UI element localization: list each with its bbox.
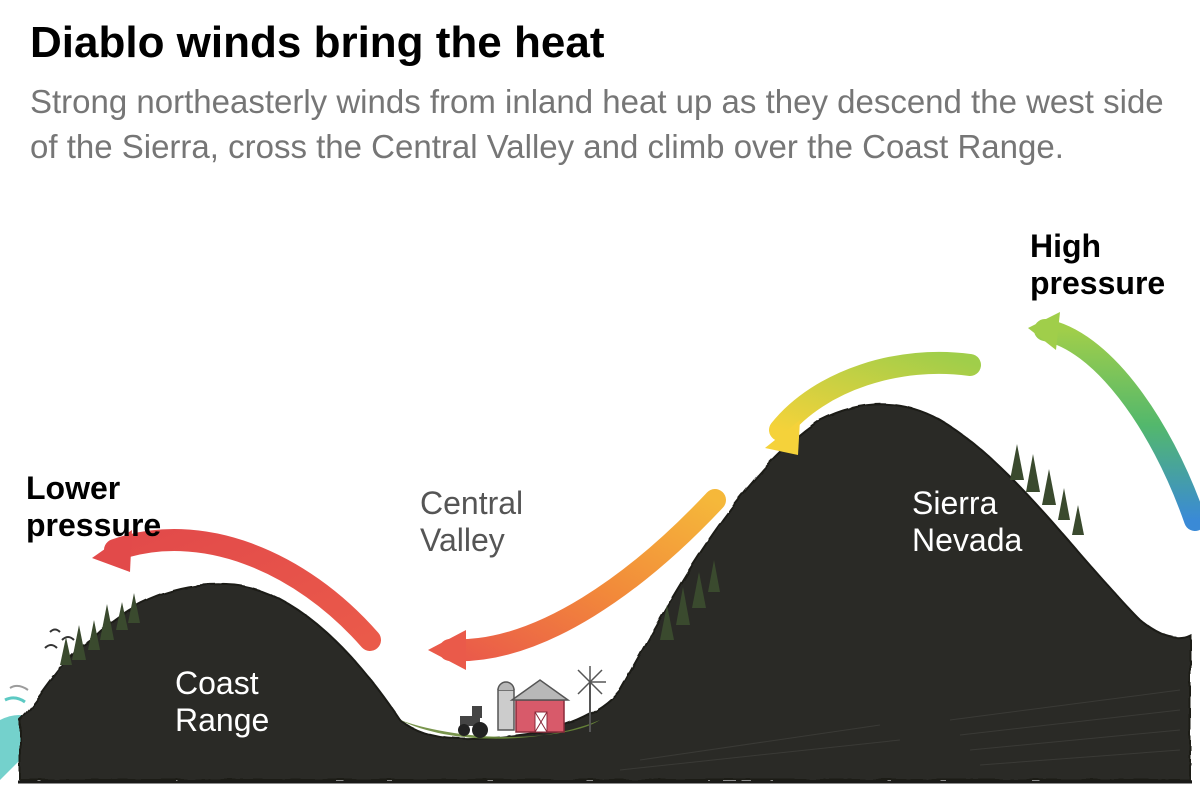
label-central-valley: CentralValley: [420, 485, 523, 559]
infographic-title: Diablo winds bring the heat: [30, 18, 604, 68]
label-lower-pressure: Lowerpressure: [26, 470, 161, 544]
infographic-subtitle: Strong northeasterly winds from inland h…: [30, 80, 1170, 169]
label-sierra-nevada: SierraNevada: [912, 485, 1022, 559]
label-coast-range: CoastRange: [175, 665, 269, 739]
label-high-pressure: Highpressure: [1030, 228, 1165, 302]
